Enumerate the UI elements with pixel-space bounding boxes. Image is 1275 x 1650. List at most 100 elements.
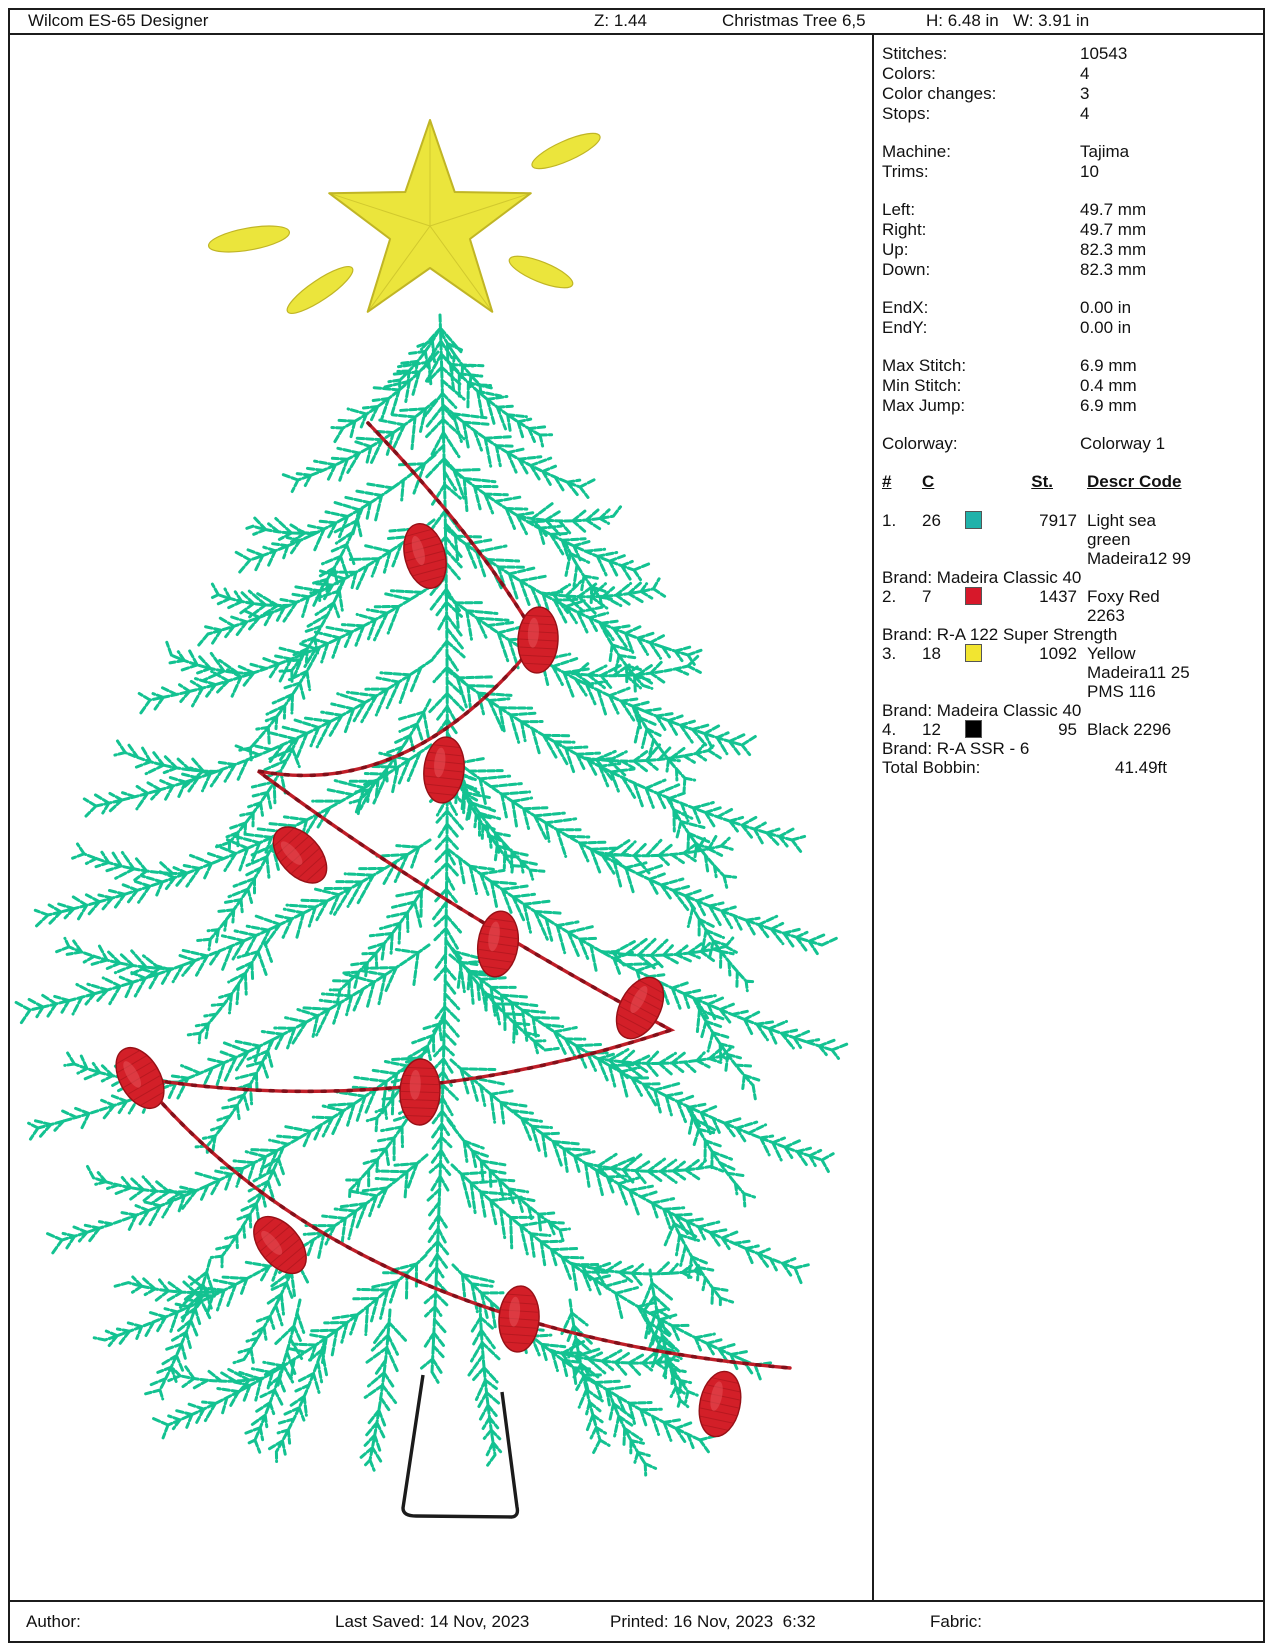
thread-table: # C St. Descr Code 1. 26 7917 Light sea gre… xyxy=(882,472,1262,778)
info-label: Colorway: xyxy=(882,434,958,453)
col-header-st: St. xyxy=(1031,472,1053,491)
total-bobbin-label: Total Bobbin: xyxy=(882,758,981,777)
ornament-satin-rib xyxy=(400,1090,440,1094)
ornament-satin-rib xyxy=(478,948,516,955)
sparkle xyxy=(508,255,574,289)
ornament-body xyxy=(615,976,665,1040)
thread-descr: Light sea green Madeira12 99 xyxy=(1087,511,1191,568)
thread-row: 2. 7 1437 Foxy Red 2263 xyxy=(882,587,1262,625)
pine-branch xyxy=(450,1163,773,1404)
info-label: Stops: xyxy=(882,104,931,123)
thread-color-number: 12 xyxy=(922,720,941,739)
info-row: Left: 49.7 mm xyxy=(882,200,1262,220)
ornament-body xyxy=(423,736,465,804)
thread-descr: Yellow Madeira11 25 PMS 116 xyxy=(1087,644,1190,701)
star-satin-ridges xyxy=(329,120,531,313)
info-value: 82.3 mm xyxy=(1080,240,1147,259)
design-height: H: 6.48 in xyxy=(926,11,999,30)
fabric-label: Fabric: xyxy=(930,1612,982,1631)
ornament-satin-rib xyxy=(500,1325,537,1329)
info-label: Min Stitch: xyxy=(882,376,962,395)
info-value: 4 xyxy=(1080,64,1090,83)
info-row: EndY: 0.00 in xyxy=(882,318,1262,338)
info-row: Up: 82.3 mm xyxy=(882,240,1262,260)
ornament xyxy=(517,606,559,674)
info-group: Stitches: 10543 Colors: 4 Color changes: 3 Sto… xyxy=(882,44,1262,124)
pine-branch xyxy=(446,753,839,993)
thread-descr: Foxy Red 2263 xyxy=(1087,587,1160,625)
ornament-satin-rib xyxy=(503,1301,537,1305)
info-row: Right: 49.7 mm xyxy=(882,220,1262,240)
thread-row: 3. 18 1092 Yellow Madeira11 25 PMS 116 xyxy=(882,644,1262,701)
ornament-satin-rib xyxy=(404,535,438,546)
thread-color-swatch xyxy=(965,511,982,529)
info-value: 0.00 in xyxy=(1080,298,1132,317)
ornament-highlight xyxy=(508,1296,521,1327)
ornament-highlight xyxy=(434,747,446,778)
pine-branch xyxy=(82,658,434,853)
design-width: W: 3.91 in xyxy=(1013,11,1090,30)
panel-divider xyxy=(872,33,874,1602)
pine-branch xyxy=(233,453,437,602)
ornament-satin-rib xyxy=(639,980,663,994)
ornament-satin-rib xyxy=(270,1238,300,1264)
ornament-highlight xyxy=(527,617,539,648)
thread-num: 3. xyxy=(882,644,897,663)
col-header-descr: Descr Code xyxy=(1087,472,1182,491)
info-label: Trims: xyxy=(882,162,929,181)
pine-branches xyxy=(14,313,849,1477)
info-row: Trims: 10 xyxy=(882,162,1262,182)
ornament xyxy=(615,976,665,1040)
ornament-highlight xyxy=(630,985,648,1013)
ornament-satin-rib xyxy=(306,863,327,882)
ornament-satin-rib xyxy=(406,550,444,562)
ornament xyxy=(476,910,520,978)
ornament xyxy=(403,523,447,589)
thread-stitch-count: 1437 xyxy=(1039,587,1077,606)
pine-branch xyxy=(328,878,430,1005)
ornament-satin-rib xyxy=(488,917,515,923)
ornament-satin-rib xyxy=(433,744,460,748)
ornament-highlight xyxy=(488,921,500,952)
pine-branch xyxy=(448,953,835,1208)
info-label: Colors: xyxy=(882,64,936,83)
info-row: Machine: Tajima xyxy=(882,142,1262,162)
total-bobbin-value: 41.49ft xyxy=(1115,758,1167,777)
info-label: EndX: xyxy=(882,298,929,317)
ornament-satin-rib xyxy=(265,1232,295,1258)
ornament-body xyxy=(399,1058,441,1126)
ornament-satin-rib xyxy=(520,654,554,658)
pine-branch xyxy=(281,398,438,493)
col-header-num: # xyxy=(882,472,892,491)
ornament-satin-rib xyxy=(700,1407,737,1417)
ornament-satin-rib xyxy=(701,1399,739,1409)
info-value: 0.4 mm xyxy=(1080,376,1137,395)
printed: Printed: 16 Nov, 2023 6:32 xyxy=(610,1612,816,1631)
ornament-highlight xyxy=(411,535,425,566)
footer-separator xyxy=(8,1600,1265,1602)
ornament-satin-rib xyxy=(706,1384,740,1393)
ornament xyxy=(698,1370,742,1438)
thread-stitch-count: 95 xyxy=(1058,720,1077,739)
ornament-satin-rib xyxy=(127,1075,161,1095)
info-row: Down: 82.3 mm xyxy=(882,260,1262,280)
ornament-satin-rib xyxy=(712,1377,738,1384)
info-group: Machine: Tajima Trims: 10 xyxy=(882,142,1262,182)
ornament-satin-rib xyxy=(622,998,658,1018)
ornament-satin-rib xyxy=(425,783,459,789)
thread-num: 2. xyxy=(882,587,897,606)
pine-branch xyxy=(444,593,758,794)
last-saved: Last Saved: 14 Nov, 2023 xyxy=(335,1612,530,1631)
info-row: Stitches: 10543 xyxy=(882,44,1262,64)
ornament-body xyxy=(517,606,559,674)
info-group: Left: 49.7 mm Right: 49.7 mm Up: 82.3 mm Down:… xyxy=(882,200,1262,280)
pine-branch xyxy=(449,1058,810,1309)
ornament xyxy=(115,1047,165,1109)
pine-branch xyxy=(440,353,554,448)
info-value: 6.9 mm xyxy=(1080,396,1137,415)
thread-rows: 1. 26 7917 Light sea green Madeira12 99 Bran… xyxy=(882,511,1262,758)
thread-row: 1. 26 7917 Light sea green Madeira12 99 xyxy=(882,511,1262,568)
ornament-satin-rib xyxy=(479,957,513,963)
ornament-satin-rib xyxy=(526,614,553,618)
ornament-satin-rib xyxy=(500,1317,538,1321)
